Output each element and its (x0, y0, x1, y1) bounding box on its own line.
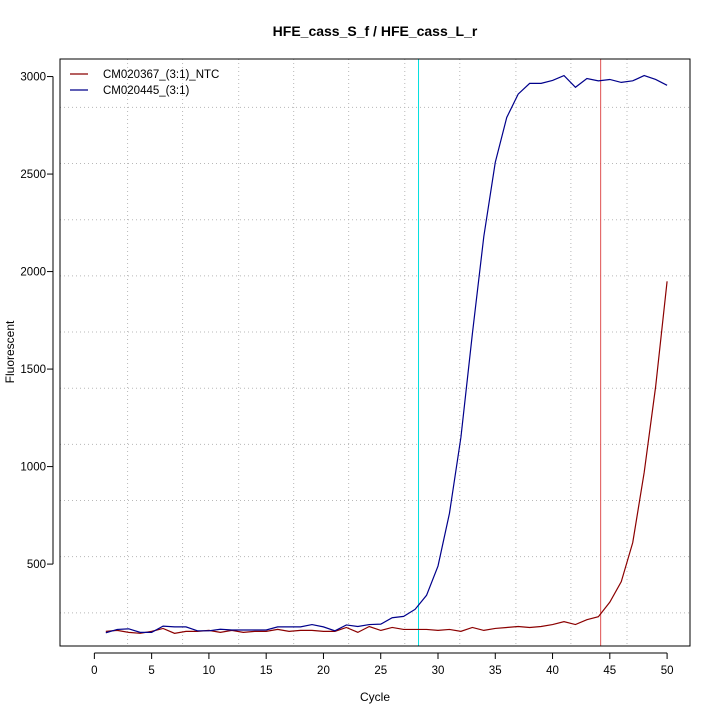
x-tick-label-0: 0 (91, 665, 97, 677)
x-axis: 0 5 10 15 20 25 30 35 40 45 50 (91, 652, 674, 677)
x-tick-label-6: 30 (432, 665, 445, 677)
x-tick-label-2: 10 (203, 665, 216, 677)
y-tick-label-5: 3000 (20, 72, 46, 84)
x-tick-label-8: 40 (546, 665, 559, 677)
x-axis-label: Cycle (360, 690, 390, 704)
y-tick-label-0: 500 (27, 559, 46, 571)
y-axis: 500 1000 1500 2000 2500 3000 (20, 72, 54, 571)
x-tick-label-9: 45 (603, 665, 616, 677)
legend-label-1: CM020445_(3:1) (103, 85, 189, 97)
x-tick-label-5: 25 (374, 665, 387, 677)
grid (60, 59, 690, 646)
x-tick-label-1: 5 (148, 665, 154, 677)
x-tick-label-7: 35 (489, 665, 502, 677)
series-line-1 (105, 74, 668, 634)
x-tick-label-4: 20 (317, 665, 330, 677)
y-axis-label: Fluorescent (3, 320, 17, 383)
legend-label-0: CM020367_(3:1)_NTC (103, 69, 219, 81)
series-lines (105, 74, 668, 634)
x-tick-label-10: 50 (661, 665, 674, 677)
y-tick-label-1: 1000 (20, 462, 46, 474)
y-tick-label-2: 1500 (20, 364, 46, 376)
series-line-0 (105, 281, 668, 634)
plot-border (59, 58, 691, 647)
legend: CM020367_(3:1)_NTC CM020445_(3:1) (70, 69, 219, 97)
y-tick-label-3: 2000 (20, 267, 46, 279)
chart-title: HFE_cass_S_f / HFE_cass_L_r (273, 23, 478, 39)
y-tick-label-4: 2500 (20, 169, 46, 181)
threshold-lines (418, 59, 602, 646)
x-tick-label-3: 15 (260, 665, 273, 677)
